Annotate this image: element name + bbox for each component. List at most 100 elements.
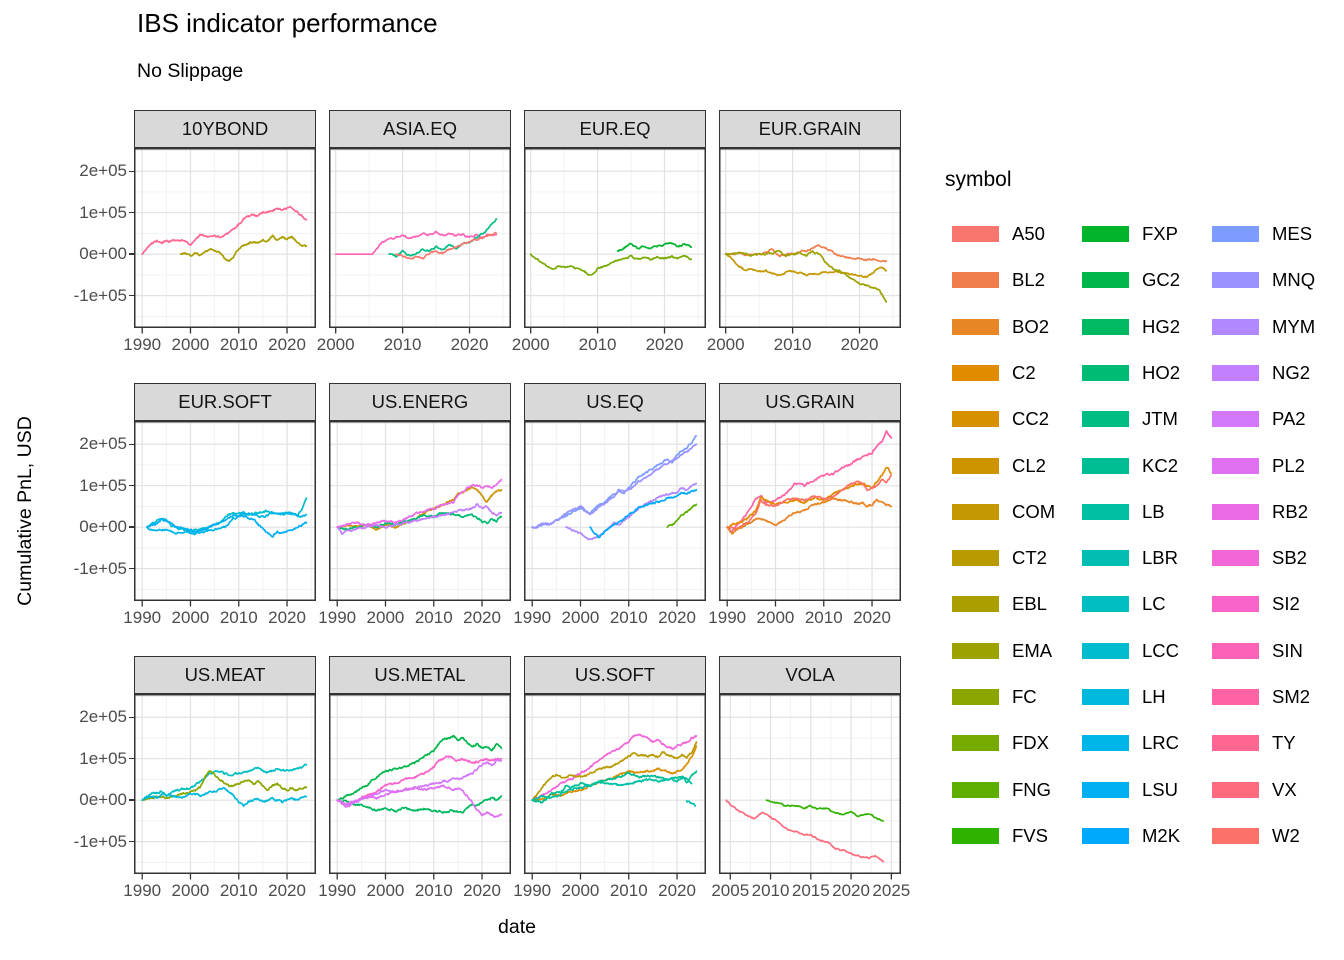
y-axis-tick	[128, 567, 134, 570]
x-tick-label: 2010	[219, 335, 258, 354]
legend-label-ema: EMA	[1012, 639, 1053, 661]
series-line-sin	[334, 230, 498, 256]
series-line-sm2	[726, 430, 893, 533]
x-tick-label: 2010	[414, 881, 453, 900]
series-line-cl2	[336, 486, 503, 531]
facet-strip-label: US.EQ	[586, 391, 644, 412]
legend-label-fng: FNG	[1012, 778, 1052, 800]
series-line-lsu	[146, 514, 308, 538]
facet-strip-eur-eq: EUR.EQ	[524, 110, 706, 148]
legend-swatch-ema	[952, 642, 999, 659]
series-line-mnq	[531, 443, 698, 529]
legend-swatch-lcc	[1082, 642, 1129, 659]
legend-label-pa2: PA2	[1272, 408, 1306, 430]
x-tick-label: 2010	[773, 335, 812, 354]
legend-label-jtm: JTM	[1142, 408, 1178, 430]
legend-label-vx: VX	[1272, 778, 1297, 800]
x-tick-label: 2005	[711, 881, 750, 900]
facet-panel-us-meat	[134, 694, 316, 880]
legend-label-rb2: RB2	[1272, 500, 1308, 522]
x-tick-label: 1990	[123, 881, 162, 900]
legend-label-lc: LC	[1142, 593, 1166, 615]
facet-panel-10ybond	[134, 148, 316, 334]
y-tick-label: 2e+05	[79, 161, 127, 181]
legend-swatch-c2	[952, 364, 999, 381]
x-tick-label: 1990	[318, 608, 357, 627]
x-tick-label: 2015	[791, 881, 830, 900]
legend-swatch-lbr	[1082, 550, 1129, 567]
legend-swatch-mes	[1212, 226, 1259, 242]
x-tick-label: 2020	[853, 608, 891, 627]
x-tick-label: 1990	[513, 608, 552, 627]
legend-label-fdx: FDX	[1012, 732, 1049, 754]
series-line-fdx	[529, 253, 693, 276]
legend-swatch-lsu	[1082, 781, 1129, 798]
legend-title: symbol	[945, 168, 1012, 191]
y-axis-tick	[128, 170, 134, 172]
x-tick-label: 2000	[366, 608, 405, 627]
legend-swatch-lc	[1082, 596, 1129, 613]
series-line-vx	[725, 799, 885, 863]
legend-label-gc2: GC2	[1142, 269, 1181, 291]
facet-strip-us-meat: US.MEAT	[134, 656, 316, 694]
series-line-fvs	[765, 799, 885, 822]
series-line-pl2	[336, 784, 503, 818]
legend-label-si2: SI2	[1272, 593, 1300, 615]
series-line-m2k	[589, 489, 698, 539]
x-tick-label: 2000	[366, 881, 405, 900]
x-tick-label: 2000	[756, 608, 795, 627]
legend-label-fxp: FXP	[1142, 223, 1178, 244]
y-tick-label: 2e+05	[79, 434, 127, 454]
series-line-lb	[531, 776, 693, 802]
legend-label-m2k: M2K	[1142, 824, 1181, 846]
facet-strip-label: US.ENERG	[371, 391, 469, 412]
legend-swatch-hg2	[1082, 318, 1129, 335]
y-axis-tick	[128, 253, 134, 255]
series-line-gc2	[336, 734, 503, 802]
legend-swatch-pl2	[1212, 457, 1259, 474]
plot-title: IBS indicator performance	[137, 8, 438, 38]
series-line-bo2	[726, 497, 893, 535]
y-axis-tick	[128, 212, 134, 214]
facet-panel-eur-eq	[524, 148, 706, 334]
y-tick-label: 0e+00	[79, 517, 127, 537]
y-axis-tick	[128, 799, 134, 801]
x-tick-label: 2000	[171, 335, 210, 354]
facet-strip-label: EUR.SOFT	[178, 391, 272, 412]
legend-swatch-gc2	[1082, 272, 1129, 289]
legend-swatch-m2k	[1082, 827, 1129, 844]
x-tick-label: 1990	[318, 881, 357, 900]
x-tick-label: 2020	[450, 335, 489, 354]
legend-label-ng2: NG2	[1272, 361, 1311, 383]
facet-strip-us-grain: US.GRAIN	[719, 383, 901, 421]
legend-swatch-ty	[1212, 735, 1259, 752]
x-tick-label: 2010	[609, 608, 648, 627]
series-line-lrc	[146, 510, 308, 536]
legend-label-mym: MYM	[1272, 315, 1316, 337]
legend-label-fc: FC	[1012, 686, 1037, 707]
x-tick-label: 2020	[268, 335, 306, 354]
x-tick-label: 2010	[609, 881, 648, 900]
y-axis-tick	[128, 758, 134, 760]
x-tick-label: 2020	[463, 608, 501, 627]
facet-panel-asia-eq	[329, 148, 511, 334]
legend-swatch-si2	[1212, 596, 1259, 613]
legend-label-bo2: BO2	[1012, 315, 1050, 337]
facet-panel-us-energ	[329, 421, 511, 607]
series-line-mym	[565, 482, 698, 541]
legend-swatch-lrc	[1082, 735, 1129, 752]
facet-strip-vola: VOLA	[719, 656, 901, 694]
legend-label-ct2: CT2	[1012, 547, 1047, 569]
facet-strip-label: US.GRAIN	[765, 391, 855, 412]
legend-label-cl2: CL2	[1012, 454, 1046, 476]
facet-strip-label: EUR.GRAIN	[758, 118, 862, 139]
x-tick-label: 2020	[658, 608, 696, 627]
plot-subtitle: No Slippage	[137, 60, 244, 82]
facet-strip-eur-grain: EUR.GRAIN	[719, 110, 901, 148]
legend-swatch-fvs	[952, 827, 999, 844]
x-tick-label: 2010	[414, 608, 453, 627]
x-tick-label: 2010	[804, 608, 843, 627]
legend-swatch-pa2	[1212, 411, 1259, 428]
series-line-w2	[726, 474, 893, 531]
legend-swatch-sm2	[1212, 689, 1259, 705]
